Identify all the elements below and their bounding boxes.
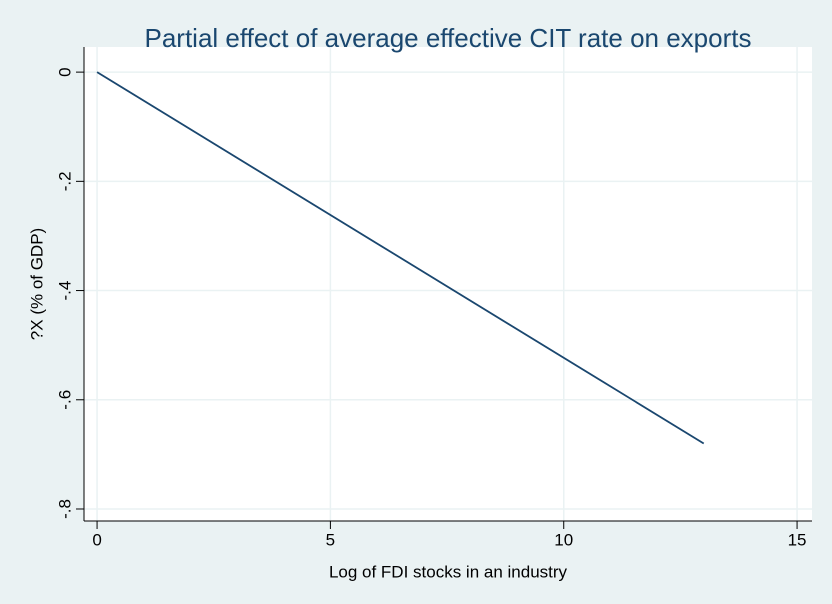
y-axis-title: ?X (% of GDP): [27, 228, 46, 340]
plot-area: [84, 47, 812, 521]
y-tick-label: -.2: [55, 171, 74, 191]
x-tick-label: 15: [788, 530, 807, 549]
y-tick-label: -.6: [55, 390, 74, 410]
y-tick-label: 0: [55, 67, 74, 76]
x-tick-label: 0: [92, 530, 101, 549]
x-axis-title: Log of FDI stocks in an industry: [329, 562, 568, 581]
y-tick-label: -.4: [55, 281, 74, 301]
y-tick-label: -.8: [55, 499, 74, 519]
chart-title: Partial effect of average effective CIT …: [144, 23, 751, 53]
x-tick-label: 5: [326, 530, 335, 549]
x-tick-label: 10: [554, 530, 573, 549]
line: [96, 71, 705, 445]
